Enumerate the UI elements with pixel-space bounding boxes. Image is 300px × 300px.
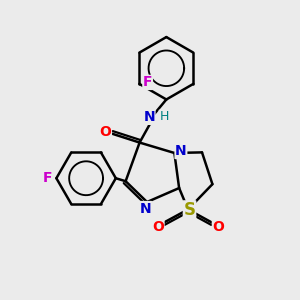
Text: H: H [159,110,169,123]
Text: O: O [100,125,111,139]
Text: O: O [212,220,224,234]
Text: F: F [43,171,52,185]
Text: F: F [143,75,152,89]
Text: N: N [175,145,187,158]
Text: N: N [143,110,155,124]
Text: S: S [184,201,196,219]
Text: N: N [140,202,152,216]
Text: O: O [152,220,164,234]
